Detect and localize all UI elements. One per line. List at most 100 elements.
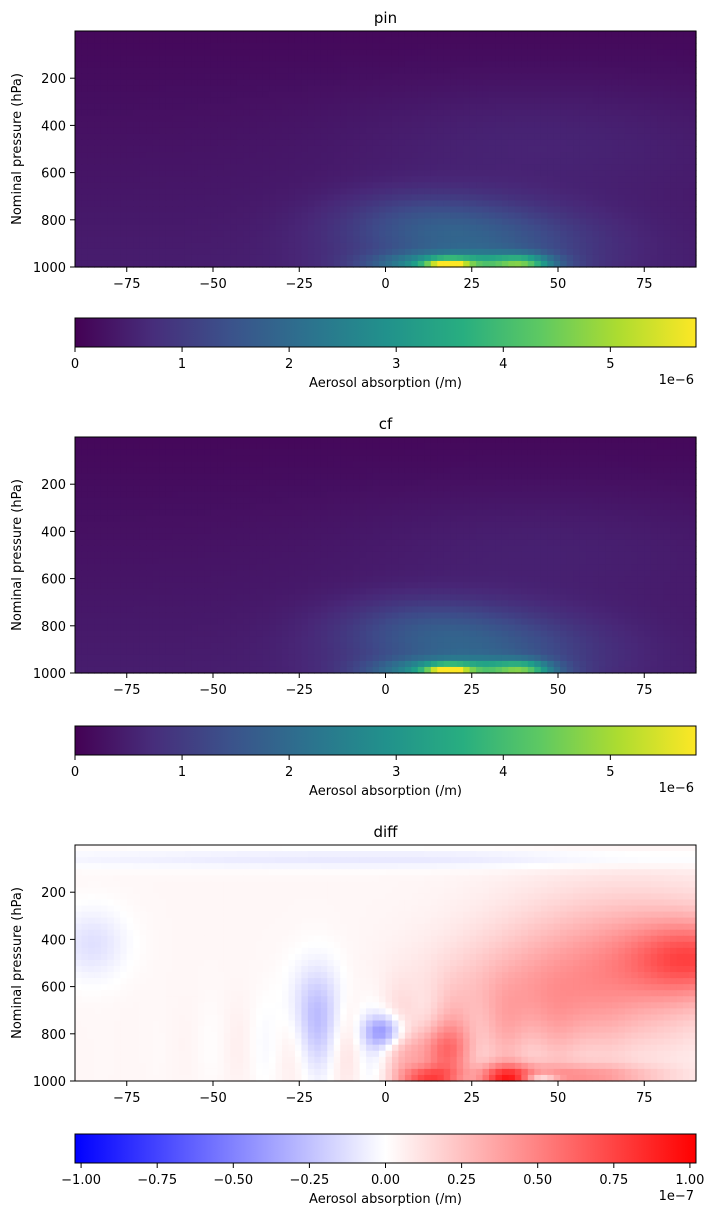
heatmap-cell xyxy=(586,236,594,244)
heatmap-cell xyxy=(398,206,406,214)
heatmap-cell xyxy=(482,242,490,250)
heatmap-cell xyxy=(301,97,309,105)
heatmap-cell xyxy=(670,437,678,444)
heatmap-cell xyxy=(598,443,607,450)
heatmap-cell xyxy=(495,61,503,68)
heatmap-cell xyxy=(307,491,315,499)
heatmap-cells xyxy=(75,31,697,268)
heatmap-cell xyxy=(514,164,522,171)
heatmap-cell xyxy=(424,152,432,159)
heatmap-cell xyxy=(320,218,328,226)
heatmap-cell xyxy=(81,79,89,87)
heatmap-cell xyxy=(644,200,652,208)
heatmap-cell xyxy=(217,467,225,474)
heatmap-cell xyxy=(100,224,108,232)
heatmap-cell xyxy=(217,260,225,268)
heatmap-cell xyxy=(683,236,691,244)
heatmap-cell xyxy=(450,145,458,153)
heatmap-cell xyxy=(566,67,574,74)
heatmap-cell xyxy=(683,503,691,511)
heatmap-cell xyxy=(275,497,283,505)
heatmap-cell xyxy=(372,182,380,189)
heatmap-cell xyxy=(476,182,484,189)
heatmap-cell xyxy=(398,194,406,202)
heatmap-cell xyxy=(605,212,613,220)
heatmap-cell xyxy=(527,121,535,129)
heatmap-cell xyxy=(663,248,671,256)
heatmap-cell xyxy=(275,85,283,93)
heatmap-cell xyxy=(100,260,108,268)
heatmap-cell xyxy=(314,188,322,195)
colorbar-tick-label: 5 xyxy=(606,357,614,372)
heatmap-cell xyxy=(120,115,128,123)
heatmap-cell xyxy=(256,200,264,208)
heatmap-cell xyxy=(146,509,154,517)
heatmap-cell xyxy=(288,31,296,38)
heatmap-cell xyxy=(689,260,697,268)
heatmap-cell xyxy=(573,91,581,99)
heatmap-cell xyxy=(191,509,199,517)
heatmap-cell xyxy=(495,503,503,511)
heatmap-cell xyxy=(534,145,542,153)
heatmap-cell xyxy=(566,43,574,50)
heatmap-cell xyxy=(346,85,354,93)
heatmap-cell xyxy=(534,49,542,56)
heatmap-cell xyxy=(243,164,251,171)
heatmap-cell xyxy=(320,37,328,44)
heatmap-cell xyxy=(689,248,697,256)
heatmap-cell xyxy=(314,182,322,189)
heatmap-cell xyxy=(366,31,374,38)
heatmap-cell xyxy=(120,443,128,450)
heatmap-cell xyxy=(560,218,568,226)
heatmap-cell xyxy=(94,461,102,468)
heatmap-cell xyxy=(657,127,665,135)
heatmap-cell xyxy=(184,236,193,244)
heatmap-cell xyxy=(689,230,697,238)
heatmap-cell xyxy=(81,230,89,238)
heatmap-cell xyxy=(320,55,328,62)
heatmap-cell xyxy=(100,509,108,517)
heatmap-cell xyxy=(670,443,678,450)
heatmap-cell xyxy=(294,497,303,505)
heatmap-cell xyxy=(333,49,341,56)
heatmap-cell xyxy=(94,254,102,262)
heatmap-cell xyxy=(197,152,205,159)
heatmap-cell xyxy=(521,97,529,105)
heatmap-cell xyxy=(456,491,464,499)
heatmap-cell xyxy=(540,449,548,456)
heatmap-cell xyxy=(489,224,497,232)
heatmap-cell xyxy=(107,455,115,462)
heatmap-cell xyxy=(463,455,471,462)
heatmap-cell xyxy=(611,97,619,105)
heatmap-cell xyxy=(94,97,102,105)
heatmap-cell xyxy=(553,67,561,74)
heatmap-cell xyxy=(379,170,387,177)
heatmap-cell xyxy=(482,79,490,87)
heatmap-cell xyxy=(476,200,484,208)
heatmap-cell xyxy=(320,158,328,165)
heatmap-cell xyxy=(611,91,619,99)
heatmap-cell xyxy=(456,109,464,117)
heatmap-cell xyxy=(631,194,639,202)
heatmap-cell xyxy=(372,236,380,244)
heatmap-cell xyxy=(495,37,503,44)
heatmap-cell xyxy=(547,479,555,487)
heatmap-cell xyxy=(75,236,83,244)
heatmap-cell xyxy=(650,55,658,62)
heatmap-cell xyxy=(262,79,270,87)
heatmap-cell xyxy=(223,109,231,117)
heatmap-cell xyxy=(430,224,438,232)
heatmap-cell xyxy=(385,115,393,123)
heatmap-cell xyxy=(631,437,639,444)
heatmap-cell xyxy=(463,206,471,214)
heatmap-cell xyxy=(320,443,328,450)
heatmap-cell xyxy=(417,79,425,87)
heatmap-cell xyxy=(573,49,581,56)
heatmap-cell xyxy=(579,461,587,468)
heatmap-cell xyxy=(618,133,626,141)
heatmap-cell xyxy=(204,139,212,147)
heatmap-cell xyxy=(443,139,451,147)
heatmap-cell xyxy=(430,206,438,214)
heatmap-cell xyxy=(152,176,160,183)
heatmap-cell xyxy=(605,224,613,232)
